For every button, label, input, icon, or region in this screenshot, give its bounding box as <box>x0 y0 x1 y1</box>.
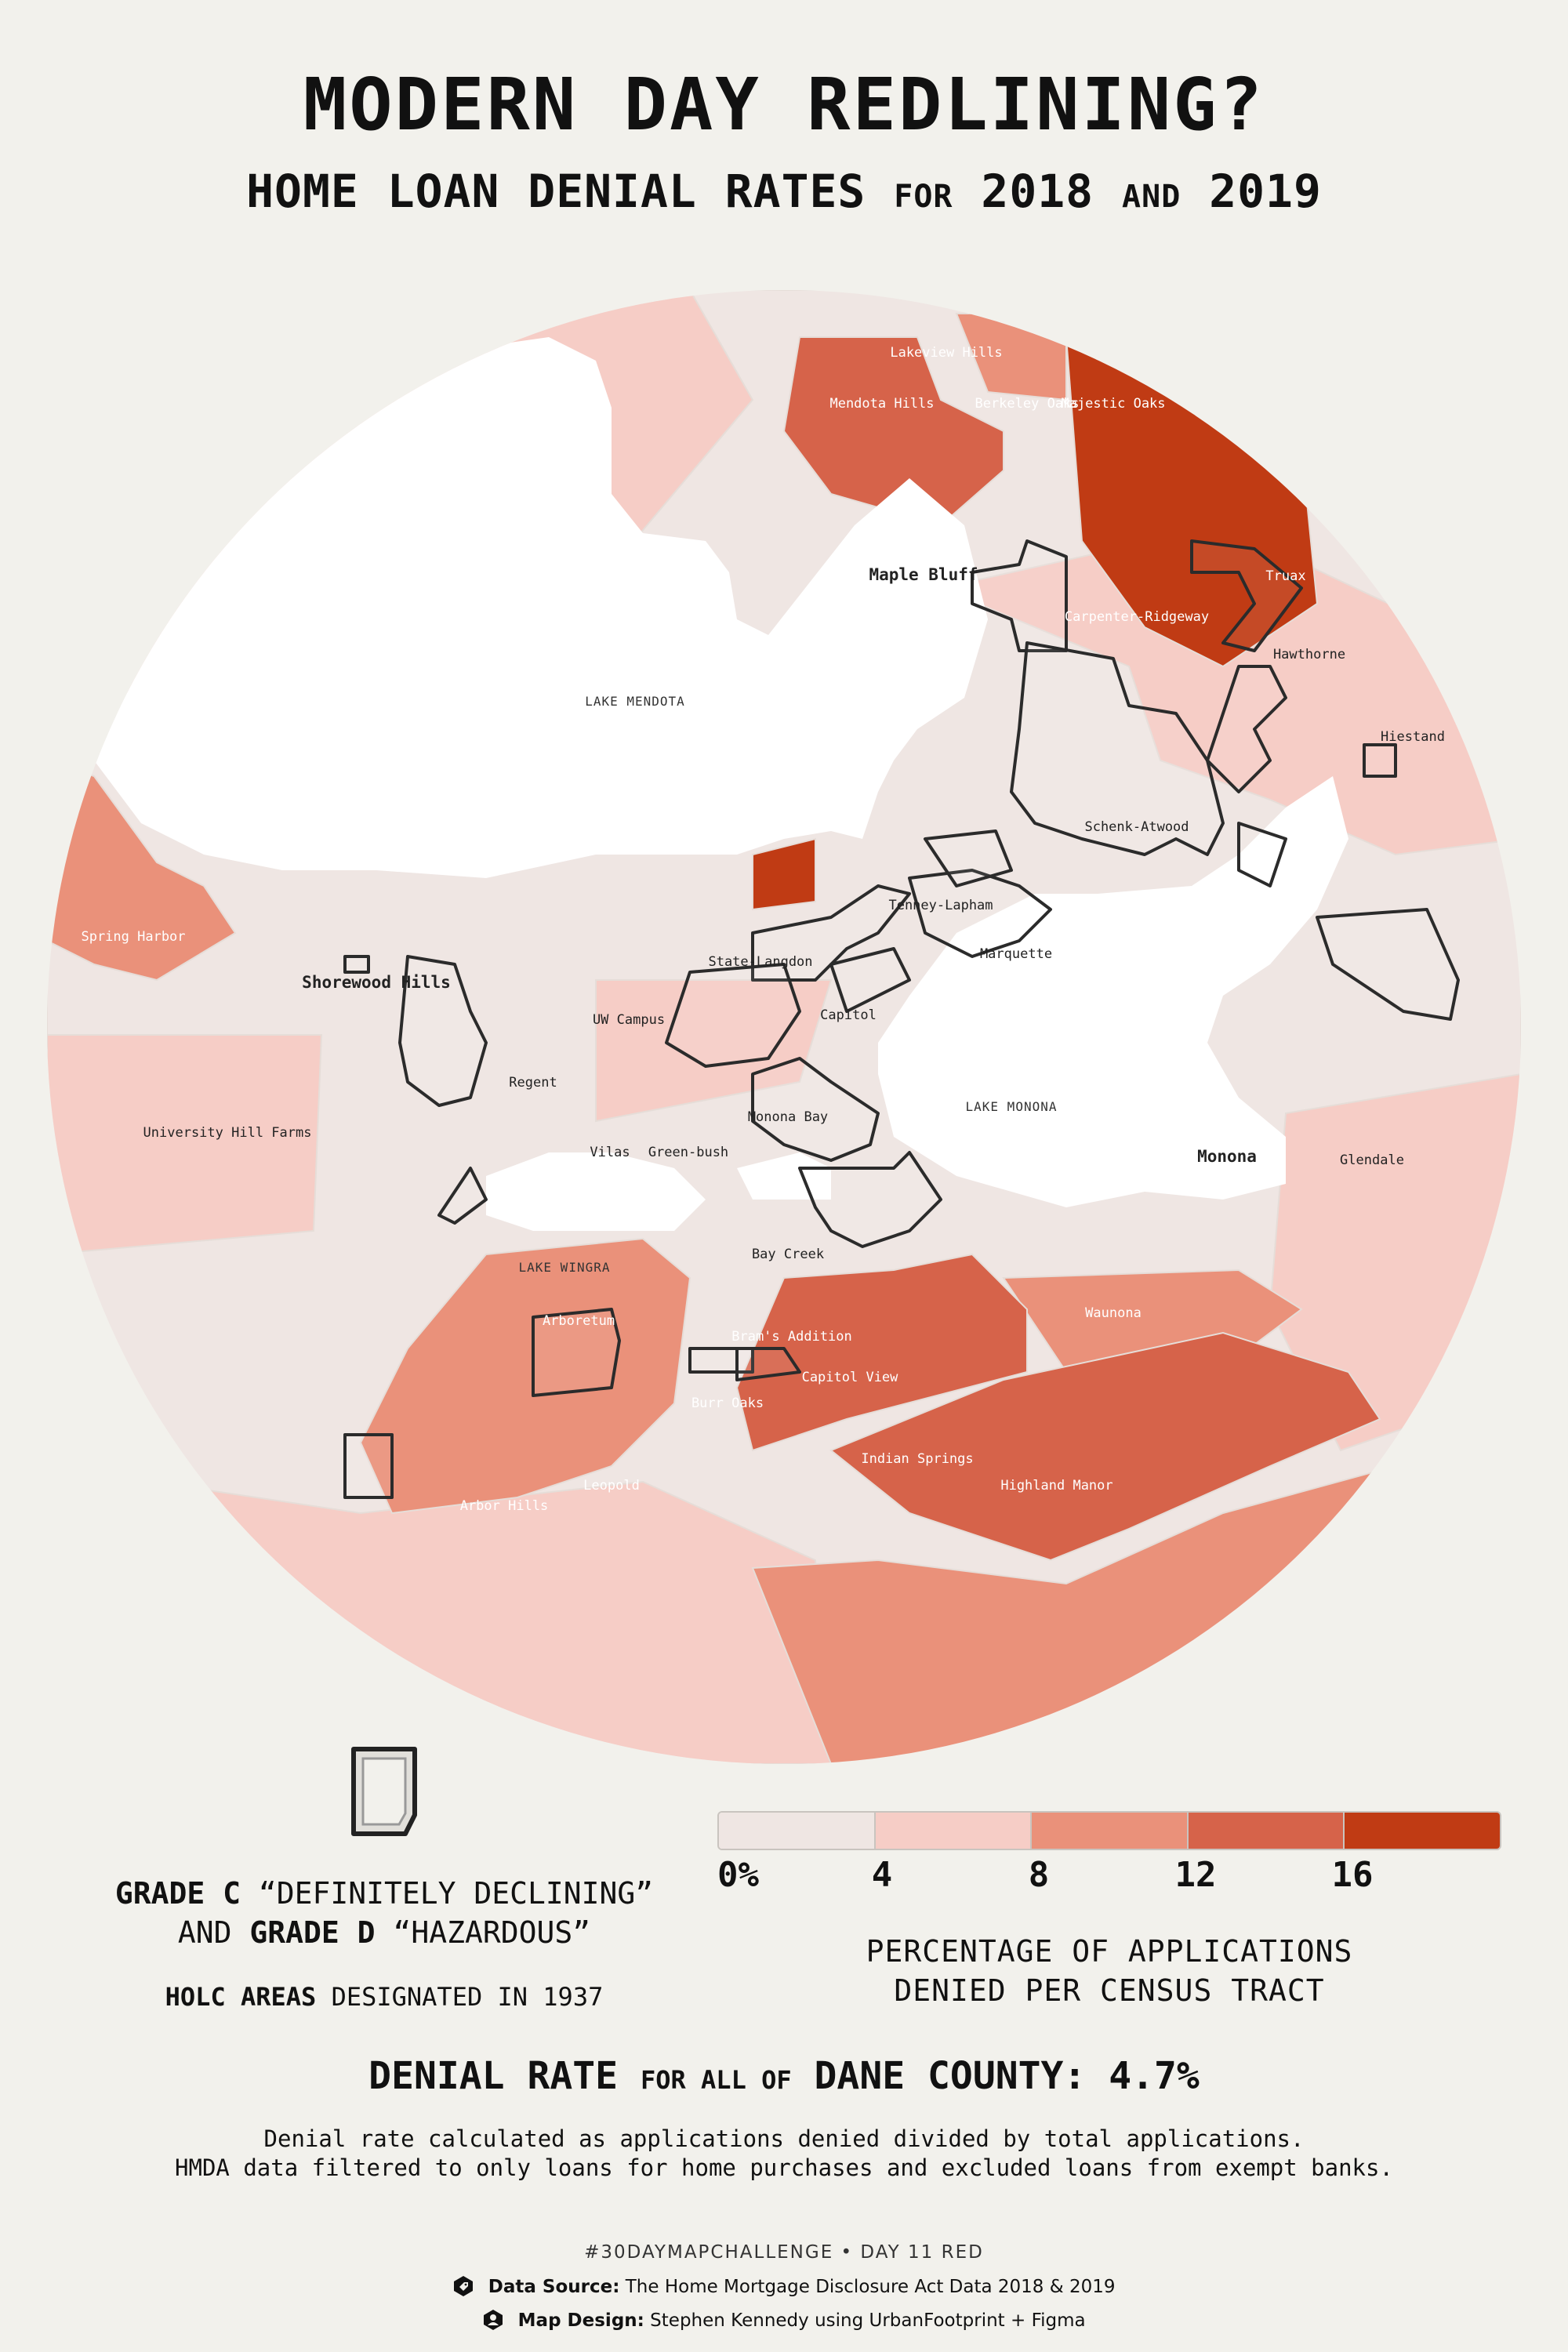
scale-caption-line: DENIED PER CENSUS TRACT <box>894 1973 1325 2008</box>
subtitle-part: 2018 <box>981 165 1094 218</box>
scale-ticks: 0% 4 8 12 16 <box>717 1855 1501 1902</box>
lake-monona-label: LAKE MONONA <box>966 1099 1058 1114</box>
lake-wingra <box>486 1152 706 1231</box>
source-label: Data Source: <box>488 2277 620 2297</box>
tick-label: 12 <box>1174 1855 1217 1895</box>
tick-label: 16 <box>1331 1855 1374 1895</box>
tracts-12-16 <box>735 336 1381 1562</box>
holc-areas-label: HOLC AREAS <box>165 1982 317 2012</box>
map-labels: LAKE MENDOTA LAKE MONONA LAKE WINGRA Lak… <box>81 345 1444 1514</box>
challenge-tag: #30DAYMAPCHALLENGE • DAY 11 RED <box>584 2242 984 2263</box>
tick-label: 8 <box>1028 1855 1050 1895</box>
place-label: Regent <box>509 1075 557 1091</box>
color-scale-legend: 0% 4 8 12 16 PERCENTAGE OF APPLICATIONS … <box>717 1811 1501 2010</box>
place-label: Majestic Oaks <box>1061 396 1165 412</box>
place-label: Hiestand <box>1381 729 1445 745</box>
scale-caption: PERCENTAGE OF APPLICATIONS DENIED PER CE… <box>717 1932 1501 2010</box>
tracts-16-plus <box>752 336 1319 911</box>
place-label: Arboretum <box>543 1313 615 1329</box>
place-label: Marquette <box>980 946 1052 962</box>
grade-c-desc: “DEFINITELY DECLINING” <box>258 1876 654 1911</box>
lake-monona <box>878 776 1348 1207</box>
place-label: Tenney-Lapham <box>888 898 993 913</box>
place-label: Maple Bluff <box>869 565 978 584</box>
lake-mendota-label: LAKE MENDOTA <box>585 694 685 709</box>
county-part: DANE COUNTY: 4.7% <box>814 2054 1200 2098</box>
holc-designated: DESIGNATED IN 1937 <box>331 1982 604 2012</box>
grade-d-desc: “HAZARDOUS” <box>393 1915 591 1950</box>
subtitle-part: FOR <box>894 179 953 215</box>
holc-grade-d: AND GRADE D “HAZARDOUS” <box>78 1913 690 1952</box>
place-label: Berkeley Oaks <box>975 396 1079 412</box>
tick-label: 4 <box>871 1855 893 1895</box>
place-label: Leopold <box>583 1478 640 1494</box>
place-label: Green-bush <box>648 1145 728 1160</box>
scale-caption-line: PERCENTAGE OF APPLICATIONS <box>866 1934 1353 1969</box>
place-label: Indian Springs <box>861 1451 973 1467</box>
place-label: Capitol View <box>802 1370 899 1385</box>
place-label: Arbor Hills <box>460 1498 549 1514</box>
holc-grade-c: GRADE C “DEFINITELY DECLINING” <box>78 1874 690 1913</box>
place-label: UW Campus <box>593 1012 665 1028</box>
tick-label: 0% <box>717 1855 759 1895</box>
tag-icon <box>454 2276 474 2296</box>
place-label: Monona <box>1197 1147 1257 1166</box>
holc-outline-icon <box>351 1747 417 1836</box>
user-icon <box>484 2310 503 2330</box>
place-label: Mendota Hills <box>829 396 934 412</box>
subtitle-part: HOME LOAN DENIAL RATES <box>246 165 866 218</box>
bin-8-12 <box>1032 1813 1189 1849</box>
lake-wingra-label: LAKE WINGRA <box>519 1260 611 1275</box>
place-label: Bram's Addition <box>731 1329 852 1345</box>
page-title: MODERN DAY REDLINING? <box>303 63 1265 147</box>
page-subtitle: HOME LOAN DENIAL RATES FOR 2018 AND 2019 <box>0 165 1568 218</box>
place-label: Monona Bay <box>748 1109 828 1125</box>
madison-denial-map: LAKE MENDOTA LAKE MONONA LAKE WINGRA Lak… <box>47 290 1521 1764</box>
place-label: Carpenter-Ridgeway <box>1065 609 1209 625</box>
bin-16-plus <box>1345 1813 1500 1849</box>
holc-areas <box>343 539 1460 1499</box>
subtitle-part: 2019 <box>1209 165 1322 218</box>
place-label: Hawthorne <box>1273 647 1345 662</box>
subtitle-part: AND <box>1122 179 1181 215</box>
place-label: Spring Harbor <box>81 929 185 945</box>
place-label: Schenk-Atwood <box>1084 819 1189 835</box>
place-label: State-Langdon <box>708 954 812 970</box>
design-label: Map Design: <box>517 2310 644 2331</box>
place-label: Bay Creek <box>752 1247 824 1262</box>
place-label: Capitol <box>820 1007 877 1023</box>
holc-note: HOLC AREAS DESIGNATED IN 1937 <box>78 1982 690 2012</box>
place-label: Vilas <box>590 1145 630 1160</box>
county-part: FOR ALL OF <box>640 2065 792 2095</box>
data-source-credit: Data Source: The Home Mortgage Disclosur… <box>0 2275 1568 2297</box>
bin-0-4 <box>719 1813 876 1849</box>
holc-legend: GRADE C “DEFINITELY DECLINING” AND GRADE… <box>78 1744 690 2012</box>
county-part: DENIAL RATE <box>368 2054 619 2098</box>
place-label: University Hill Farms <box>143 1125 312 1141</box>
note-line: Denial rate calculated as applications d… <box>263 2125 1305 2152</box>
map-design-credit: Map Design: Stephen Kennedy using UrbanF… <box>0 2309 1568 2331</box>
method-notes: Denial rate calculated as applications d… <box>0 2125 1568 2183</box>
place-label: Glendale <box>1340 1152 1404 1168</box>
place-label: Truax <box>1265 568 1305 584</box>
design-text: Stephen Kennedy using UrbanFootprint + F… <box>650 2310 1086 2331</box>
bin-4-8 <box>875 1813 1033 1849</box>
county-denial-rate: DENIAL RATE FOR ALL OF DANE COUNTY: 4.7% <box>0 2054 1568 2098</box>
bin-12-16 <box>1188 1813 1345 1849</box>
grade-c-label: GRADE C <box>114 1876 241 1911</box>
place-label: Lakeview Hills <box>890 345 1002 361</box>
color-bins <box>717 1811 1501 1850</box>
place-label: Shorewood Hills <box>302 973 451 992</box>
grade-d-label: GRADE D <box>249 1915 376 1950</box>
source-text: The Home Mortgage Disclosure Act Data 20… <box>625 2277 1116 2297</box>
note-line: HMDA data filtered to only loans for hom… <box>175 2154 1393 2181</box>
place-label: Highland Manor <box>1000 1478 1112 1494</box>
place-label: Waunona <box>1085 1305 1142 1321</box>
place-label: Burr Oaks <box>691 1396 764 1411</box>
and-word: AND <box>177 1915 232 1950</box>
